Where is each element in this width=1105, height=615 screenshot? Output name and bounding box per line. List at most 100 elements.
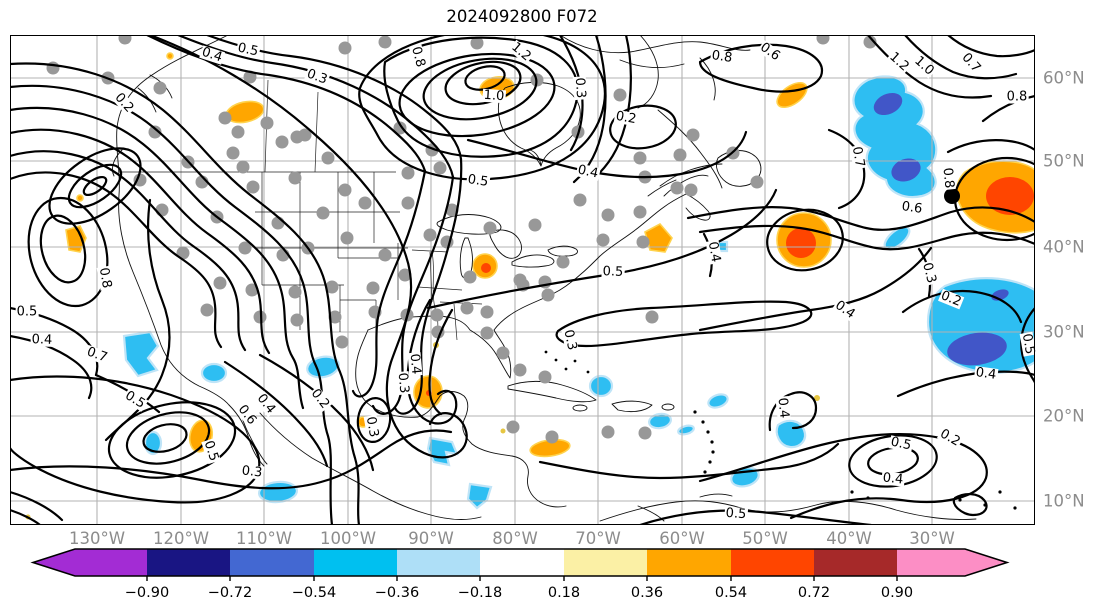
contour-label: 0.4 [774,396,792,420]
colorbar-segment [147,549,230,576]
station-dot [298,128,312,142]
station-dot [288,285,302,299]
lon-tick-label: 100°W [319,529,377,548]
station-dot [480,326,494,340]
lon-tick-label: 80°W [492,529,538,548]
contour-label: 0.5 [1018,331,1038,357]
station-dot [218,111,232,125]
station-dot [275,135,289,149]
station-dot [513,363,527,377]
station-dot [686,128,700,142]
lon-tick-label: 40°W [826,529,872,548]
station-dot [325,280,339,294]
contour-label: 0.5 [465,172,491,190]
station-dot [328,310,342,324]
station-dot [260,116,274,130]
contour-label: 0.3 [240,463,264,481]
station-dot [528,218,542,232]
contour-label: 0.2 [613,108,639,128]
station-dot [148,125,162,139]
station-dot [238,241,252,255]
colorbar-tick-label: 0.18 [547,585,581,601]
lat-tick-label: 30°N [1043,322,1085,342]
station-dot [573,193,587,207]
station-dot [645,310,659,324]
colorbar-tick-label: 0.36 [630,585,664,601]
colorbar-tick-label: −0.72 [207,585,253,601]
station-dot [433,161,447,175]
station-dot [601,208,615,222]
colorbar-segment [75,549,147,576]
lat-tick-label: 60°N [1043,68,1085,88]
station-dot [340,231,354,245]
colorbar-segment [397,549,480,576]
lon-tick-label: 70°W [575,529,621,548]
colorbar-segment [314,549,397,576]
station-dot [226,146,240,160]
highlight-marker-dot [944,188,960,204]
colorbar-tick-label: 0.90 [880,585,914,601]
lon-tick-label: 120°W [152,529,210,548]
contour-label: 0.4 [704,239,724,265]
contour-label: 0.4 [973,365,999,383]
station-dot [545,430,559,444]
colorbar-segment [897,549,965,576]
lat-tick-label: 20°N [1043,406,1085,426]
lon-tick-label: 110°W [235,529,293,548]
lon-tick-label: 60°W [659,529,705,548]
geography-coastlines [111,35,1017,522]
colorbar-segment [230,549,314,576]
contour-label: 0.6 [899,199,925,217]
station-dot [401,166,415,180]
station-dot [245,283,259,297]
contour-label: 0.3 [362,414,382,440]
station-dot [378,248,392,262]
contour-label: 0.5 [15,304,39,320]
station-dot [401,196,415,210]
station-dot [118,35,132,45]
station-dot [636,235,650,249]
lat-tick-label: 50°N [1043,151,1085,171]
station-dot [445,203,459,217]
contour-label: 0.5 [601,264,625,280]
station-dot [673,148,687,162]
station-dot [863,35,877,49]
station-dot [480,305,494,319]
lat-tick-label: 10°N [1043,491,1085,511]
station-dot [670,181,684,195]
lat-tick-label: 40°N [1043,237,1085,257]
station-dot [335,335,349,349]
station-dot [133,173,147,187]
station-dot [423,228,437,242]
contour-label: 0.7 [848,144,868,170]
station-dot [246,180,260,194]
colorbar-segment [647,549,731,576]
lon-tick-label: 30°W [909,529,955,548]
contour-label: 0.3 [394,371,412,395]
plot-title: 2024092800 F072 [446,7,598,26]
colorbar-segment [814,549,897,576]
station-dot [231,125,245,139]
station-dot [541,288,555,302]
station-dot [253,310,267,324]
colorbar-outline [30,548,1010,577]
station-dot [358,196,372,210]
station-dot [393,121,407,135]
colorbar-segment [480,549,564,576]
station-dot [538,370,552,384]
contour-label: 0.3 [571,76,589,100]
station-dot [290,313,304,327]
station-dot [321,151,335,165]
station-dots [46,35,877,444]
station-dot [506,420,520,434]
contour-label: 0.4 [30,332,54,348]
contour-label: 0.5 [724,505,748,523]
colorbar-tick-label: −0.90 [124,585,170,601]
station-dot [463,270,477,284]
station-dot [338,183,352,197]
contour-label: 0.8 [939,166,957,190]
lon-tick-label: 90°W [408,529,454,548]
lon-tick-label: 130°W [68,529,126,548]
